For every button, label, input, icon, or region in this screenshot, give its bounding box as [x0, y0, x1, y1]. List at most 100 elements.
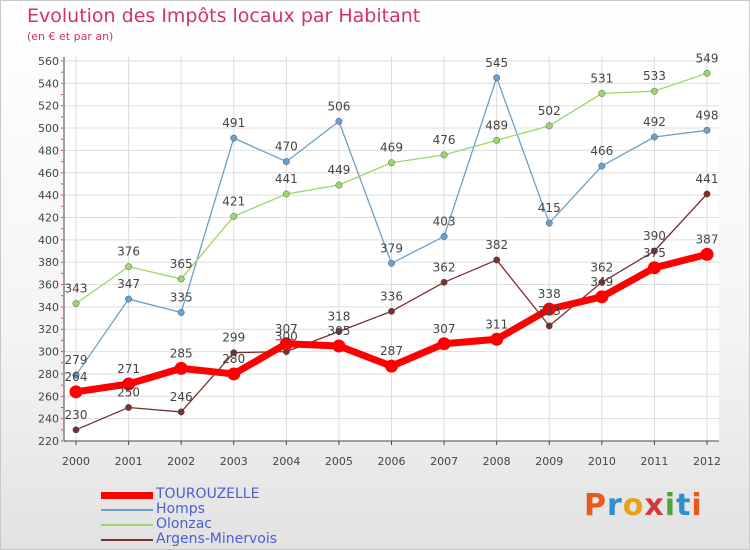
- data-point: [598, 278, 606, 286]
- data-label: 498: [696, 108, 719, 122]
- data-label: 338: [538, 287, 561, 301]
- data-label: 343: [65, 282, 88, 296]
- logo-letter: t: [676, 488, 692, 523]
- data-label: 415: [538, 201, 561, 215]
- data-point: [545, 219, 553, 227]
- x-tick-label: 2007: [430, 455, 458, 468]
- x-tick-label: 2001: [115, 455, 143, 468]
- data-label: 549: [696, 51, 719, 65]
- data-label: 318: [327, 309, 350, 323]
- data-point: [650, 87, 658, 95]
- data-label: 362: [590, 260, 613, 274]
- data-label: 375: [643, 246, 666, 260]
- x-tick-label: 2004: [272, 455, 300, 468]
- data-point: [335, 328, 343, 335]
- data-label: 545: [485, 56, 508, 70]
- data-label: 264: [65, 370, 88, 384]
- data-label: 250: [117, 385, 140, 399]
- y-tick-label: 440: [38, 189, 59, 202]
- data-point: [703, 126, 711, 134]
- data-point: [545, 322, 553, 330]
- data-point: [647, 261, 661, 275]
- x-tick-label: 2008: [483, 455, 511, 468]
- data-point: [174, 361, 188, 375]
- chart-subtitle: (en € et par an): [27, 30, 114, 43]
- data-label: 300: [275, 330, 298, 344]
- data-point: [125, 404, 133, 411]
- data-label: 382: [485, 238, 508, 252]
- logo-letter: i: [691, 488, 703, 523]
- data-label: 299: [222, 331, 245, 345]
- data-point: [595, 290, 609, 304]
- data-point: [125, 263, 133, 271]
- data-label: 506: [327, 99, 350, 113]
- y-tick-label: 300: [38, 346, 59, 359]
- x-tick-label: 2003: [220, 455, 248, 468]
- data-label: 335: [170, 290, 193, 304]
- data-label: 449: [327, 163, 350, 177]
- data-label: 362: [433, 260, 456, 274]
- data-point: [545, 122, 553, 130]
- data-point: [598, 89, 606, 97]
- data-label: 421: [222, 194, 245, 208]
- data-point: [335, 181, 343, 189]
- data-label: 441: [696, 172, 719, 186]
- data-label: 441: [275, 172, 298, 186]
- data-point: [490, 332, 504, 346]
- data-point: [335, 117, 343, 125]
- data-point: [72, 300, 80, 307]
- data-point: [650, 247, 658, 255]
- legend-swatch: [101, 524, 153, 526]
- data-point: [703, 190, 711, 198]
- data-point: [227, 367, 241, 381]
- data-point: [125, 295, 133, 303]
- data-label: 279: [65, 353, 88, 367]
- y-tick-label: 320: [38, 323, 59, 336]
- data-label: 502: [538, 104, 561, 118]
- data-point: [542, 302, 556, 316]
- data-label: 230: [65, 408, 88, 422]
- y-tick-label: 260: [38, 390, 59, 403]
- logo-letter: r: [607, 488, 623, 523]
- data-point: [72, 371, 80, 379]
- legend-swatch: [101, 509, 153, 511]
- x-tick-label: 2012: [693, 455, 721, 468]
- x-tick-label: 2010: [588, 455, 616, 468]
- data-label: 489: [485, 118, 508, 132]
- data-point: [388, 307, 395, 315]
- data-label: 533: [643, 69, 666, 83]
- data-point: [282, 158, 290, 166]
- logo-letter: o: [622, 488, 645, 523]
- data-point: [493, 136, 501, 144]
- legend-label: Olonzac: [156, 516, 212, 532]
- data-point: [282, 190, 290, 198]
- data-label: 305: [327, 324, 350, 338]
- legend-swatch: [101, 539, 153, 541]
- data-label: 492: [643, 115, 666, 129]
- data-label: 466: [590, 144, 613, 158]
- proxiti-logo: Proxiti: [584, 488, 703, 523]
- data-label: 347: [117, 277, 140, 291]
- data-label: 470: [275, 140, 298, 154]
- data-label: 280: [222, 352, 245, 366]
- x-tick-label: 2006: [378, 455, 406, 468]
- y-tick-label: 460: [38, 167, 59, 180]
- legend-label: Argens-Minervois: [156, 531, 278, 547]
- x-tick-label: 2002: [167, 455, 195, 468]
- data-point: [650, 133, 658, 141]
- data-point: [72, 426, 80, 434]
- data-label: 365: [170, 257, 193, 271]
- logo-letter: P: [584, 488, 607, 523]
- data-label: 336: [380, 289, 403, 303]
- y-tick-label: 240: [38, 413, 59, 426]
- data-label: 307: [433, 322, 456, 336]
- data-point: [440, 233, 448, 240]
- data-point: [177, 275, 185, 283]
- y-tick-label: 420: [38, 211, 59, 224]
- data-label: 376: [117, 245, 140, 259]
- legend-swatch: [101, 491, 153, 499]
- x-tick-label: 2000: [62, 455, 90, 468]
- data-point: [440, 151, 448, 159]
